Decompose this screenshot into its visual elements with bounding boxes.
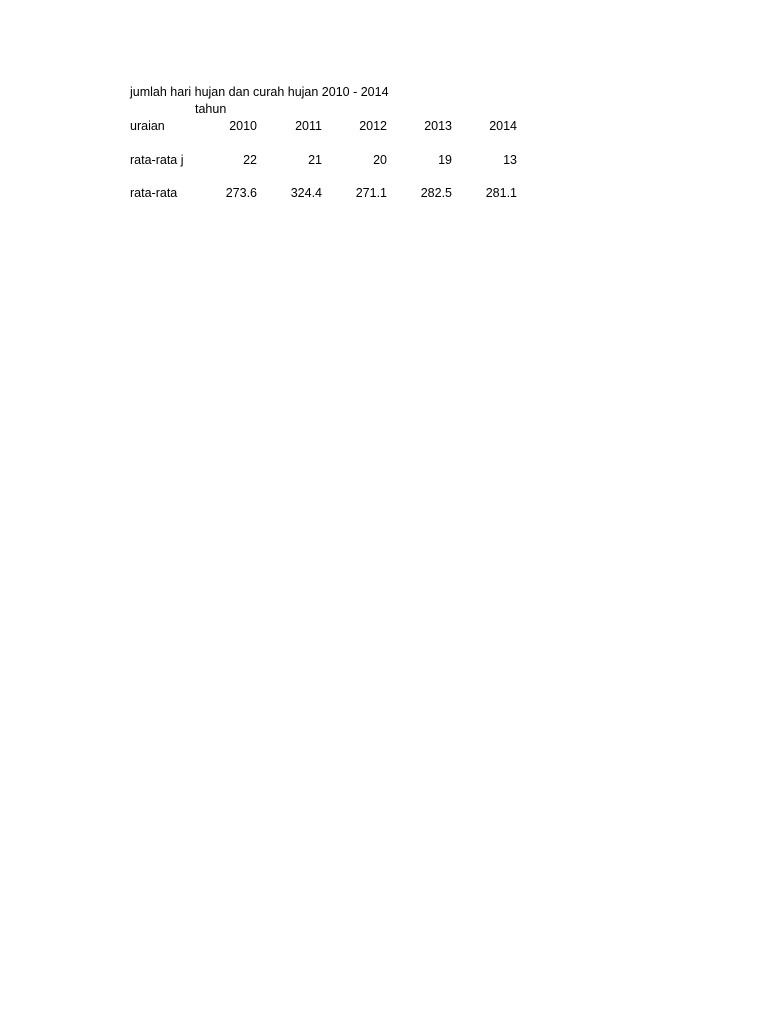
cell: 22 [243,153,257,167]
row-label: rata-rata [130,186,178,200]
cell: 13 [503,153,517,167]
document-title: jumlah hari hujan dan curah hujan 2010 -… [130,85,389,99]
header-label: uraian [130,119,165,133]
row-label: rata-rata j [130,153,184,167]
cell: 21 [308,153,322,167]
year-2014: 2014 [489,119,517,133]
cell: 273.6 [225,186,257,200]
year-2011: 2011 [295,119,322,133]
cell: 282.5 [420,186,452,200]
year-2012: 2012 [359,119,387,133]
cell: 281.1 [485,186,517,200]
cell: 19 [438,153,452,167]
group-header-tahun: tahun [195,102,227,116]
year-2010: 2010 [229,119,257,133]
cell: 324.4 [290,186,322,200]
year-2013: 2013 [424,119,452,133]
cell: 20 [373,153,387,167]
cell: 271.1 [355,186,387,200]
